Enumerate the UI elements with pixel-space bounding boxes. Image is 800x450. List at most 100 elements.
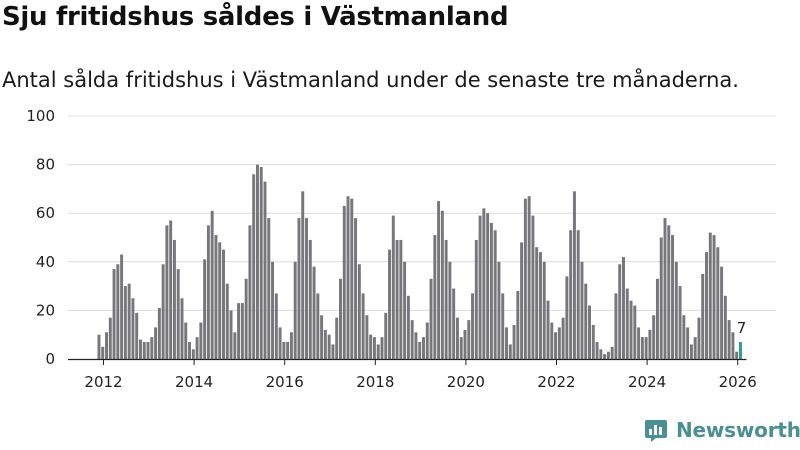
brand-name: Newsworthy — [676, 418, 800, 442]
bar — [131, 298, 135, 359]
bar — [523, 198, 527, 359]
bar — [561, 317, 565, 359]
bar — [731, 332, 735, 359]
bar — [463, 329, 467, 359]
bar — [259, 167, 263, 359]
bar — [425, 322, 429, 359]
bar — [625, 288, 629, 359]
y-tick-label: 80 — [36, 156, 55, 174]
bar — [142, 341, 146, 359]
bar — [595, 341, 599, 359]
bar — [591, 324, 595, 359]
bar — [335, 317, 339, 359]
bar — [486, 213, 490, 359]
bar — [637, 327, 641, 359]
bar — [610, 346, 614, 359]
bar — [588, 305, 591, 359]
bar — [406, 295, 410, 359]
y-tick-label: 60 — [36, 204, 55, 222]
brand-logo[interactable]: Newsworthy — [644, 418, 800, 442]
y-tick-label: 100 — [26, 107, 55, 125]
bar — [339, 278, 342, 359]
bar — [584, 283, 588, 359]
bar — [399, 239, 403, 359]
bar — [508, 344, 512, 359]
bar — [471, 293, 475, 359]
bar — [323, 329, 327, 359]
bar — [629, 300, 633, 359]
bar — [203, 259, 207, 359]
bar — [474, 239, 478, 359]
bar — [708, 232, 712, 359]
bar — [720, 266, 724, 359]
x-tick-label: 2022 — [537, 373, 575, 391]
bar — [606, 351, 610, 359]
bar — [444, 239, 448, 359]
bar — [184, 322, 188, 359]
bar — [346, 196, 350, 359]
bar — [376, 344, 380, 359]
bar — [599, 349, 603, 359]
bar — [633, 305, 637, 359]
x-tick-label: 2012 — [84, 373, 122, 391]
bar-highlight — [738, 341, 742, 359]
bar — [603, 354, 607, 359]
bar — [554, 332, 558, 359]
bar — [263, 181, 267, 359]
bar — [139, 339, 142, 359]
bar — [165, 225, 169, 359]
bar — [108, 317, 112, 359]
bar — [535, 247, 539, 359]
bar — [357, 264, 361, 359]
bar — [648, 329, 652, 359]
bar — [659, 237, 663, 359]
bar — [157, 307, 161, 359]
bar — [622, 256, 625, 359]
bar — [565, 276, 569, 359]
bar — [195, 337, 199, 359]
bar — [297, 218, 301, 359]
bar — [418, 341, 422, 359]
last-value-label: 7 — [737, 319, 747, 337]
y-tick-label: 40 — [36, 253, 55, 271]
bar — [380, 337, 384, 359]
bar — [301, 191, 305, 359]
bar — [414, 332, 418, 359]
bar — [440, 210, 444, 359]
bar — [572, 191, 576, 359]
bar — [244, 278, 248, 359]
bar — [289, 332, 293, 359]
bar — [120, 254, 124, 359]
bar — [712, 235, 716, 359]
bar — [550, 322, 554, 359]
chart-logo-icon — [645, 420, 667, 442]
bar — [422, 337, 425, 359]
bar — [716, 247, 720, 359]
bar — [361, 293, 365, 359]
bar — [501, 293, 505, 359]
bar — [640, 337, 644, 359]
bar — [580, 261, 584, 359]
bar — [542, 261, 546, 359]
bar — [240, 303, 244, 359]
bar — [493, 230, 497, 359]
bar — [161, 264, 165, 359]
bar — [327, 334, 331, 359]
bar — [663, 218, 667, 359]
bar — [569, 230, 573, 359]
bar — [123, 286, 127, 359]
bar — [482, 208, 486, 359]
chart-title: Sju fritidshus såldes i Västmanland — [2, 2, 509, 32]
bar — [467, 320, 471, 359]
bar — [252, 174, 256, 359]
bar — [267, 218, 271, 359]
bar — [176, 269, 180, 359]
bar — [305, 218, 308, 359]
bar — [342, 205, 346, 359]
bar — [365, 315, 369, 359]
bar — [274, 293, 278, 359]
bar — [667, 225, 671, 359]
bar — [154, 327, 158, 359]
bar — [701, 273, 705, 359]
bar-chart: 0 20 40 60 80 100 7 2012 2014 2016 2018 2020 2022 202… — [26, 107, 776, 391]
